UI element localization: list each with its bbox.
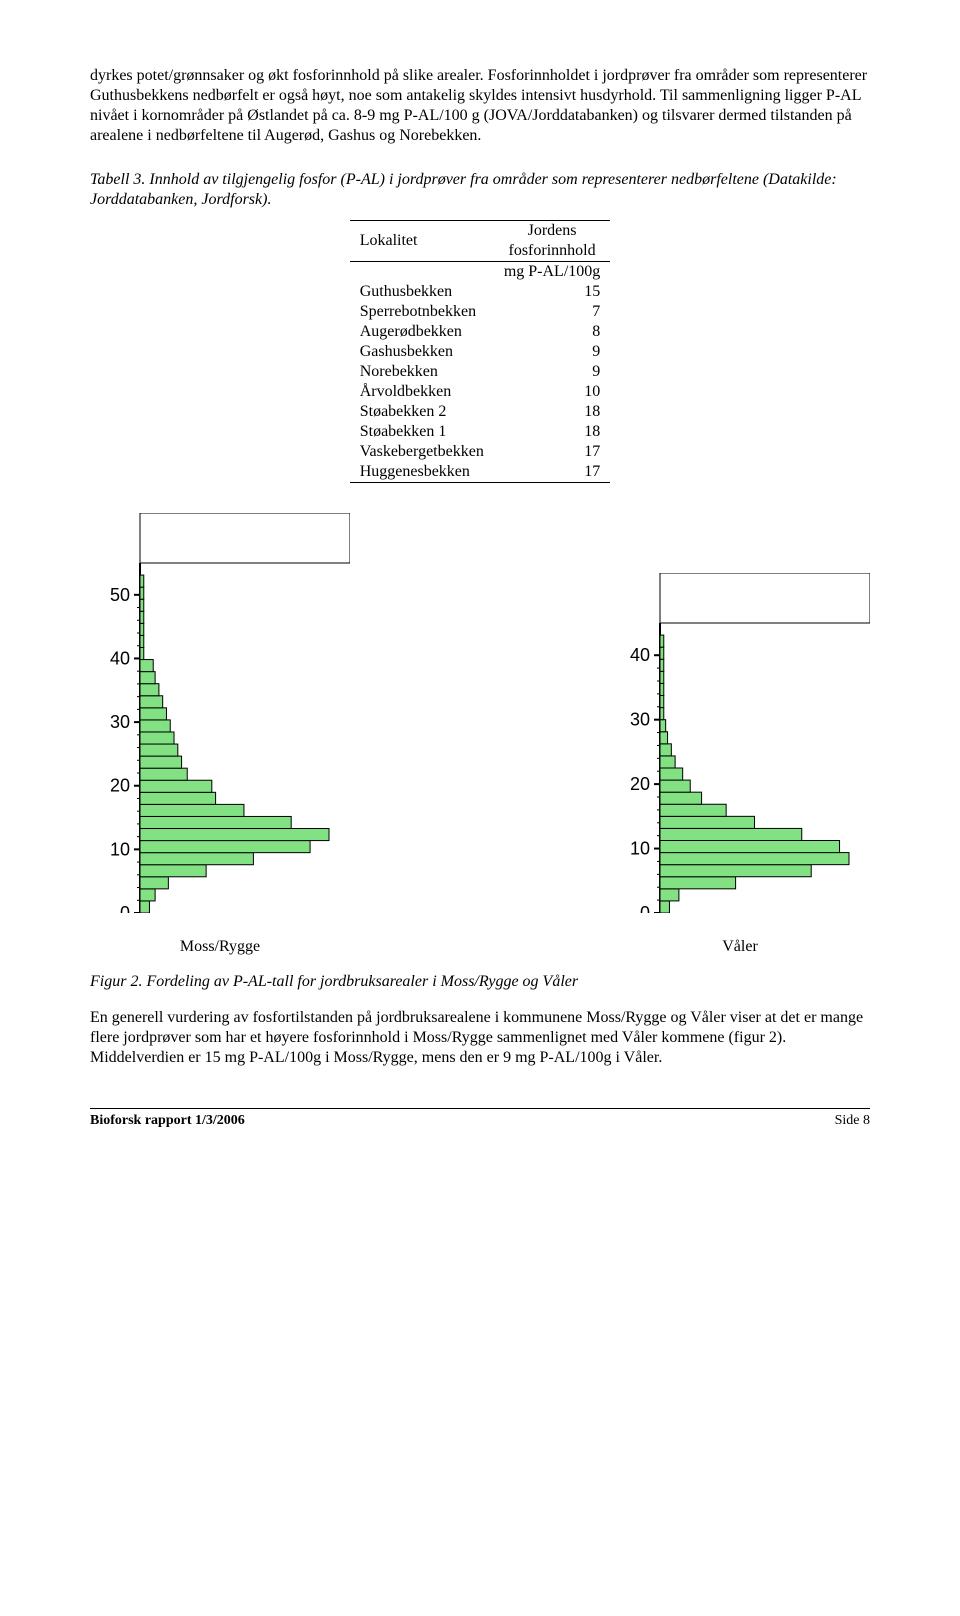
table-row: Gashusbekken9 [350, 342, 611, 362]
svg-text:20: 20 [110, 776, 130, 796]
svg-text:30: 30 [110, 712, 130, 732]
chart-right-wrap: 0 10 20 30 40 Våler [610, 573, 870, 956]
chart-left-label: Moss/Rygge [180, 938, 260, 956]
svg-text:40: 40 [110, 648, 130, 668]
svg-text:10: 10 [110, 839, 130, 859]
svg-text:30: 30 [630, 710, 650, 730]
histogram-valer: 0 10 20 30 40 [610, 573, 870, 918]
svg-text:0: 0 [640, 903, 650, 913]
page-footer: Bioforsk rapport 1/3/2006 Side 8 [90, 1108, 870, 1129]
histogram-moss-rygge: 0 10 20 30 40 50 [90, 513, 350, 918]
phosphorus-table: LokalitetJordensfosforinnholdmg P-AL/100… [350, 220, 611, 483]
charts-row: 0 10 20 30 40 50 Moss/Rygge 0 10 20 30 40 Våler [90, 513, 870, 956]
table-row: Guthusbekken15 [350, 282, 611, 302]
table-row: Støabekken 118 [350, 422, 611, 442]
chart-right-label: Våler [722, 938, 758, 956]
chart-left-wrap: 0 10 20 30 40 50 Moss/Rygge [90, 513, 350, 956]
table-row: Augerødbekken8 [350, 322, 611, 342]
table-row: Støabekken 218 [350, 402, 611, 422]
footer-page-number: Side 8 [835, 1113, 870, 1129]
footer-report-id: Bioforsk rapport 1/3/2006 [90, 1113, 245, 1129]
table-row: Vaskebergetbekken17 [350, 442, 611, 462]
svg-text:40: 40 [630, 645, 650, 665]
svg-text:0: 0 [120, 903, 130, 913]
figure-caption: Figur 2. Fordeling av P-AL-tall for jord… [90, 972, 870, 992]
table-row: Huggenesbekken17 [350, 462, 611, 483]
intro-paragraph: dyrkes potet/grønnsaker og økt fosforinn… [90, 66, 870, 146]
table-caption: Tabell 3. Innhold av tilgjengelig fosfor… [90, 170, 870, 210]
table-row: Norebekken9 [350, 362, 611, 382]
svg-text:50: 50 [110, 585, 130, 605]
table-row: Sperrebotnbekken7 [350, 302, 611, 322]
discussion-paragraph: En generell vurdering av fosfortilstande… [90, 1008, 870, 1068]
svg-text:10: 10 [630, 839, 650, 859]
svg-text:20: 20 [630, 774, 650, 794]
table-row: Årvoldbekken10 [350, 382, 611, 402]
